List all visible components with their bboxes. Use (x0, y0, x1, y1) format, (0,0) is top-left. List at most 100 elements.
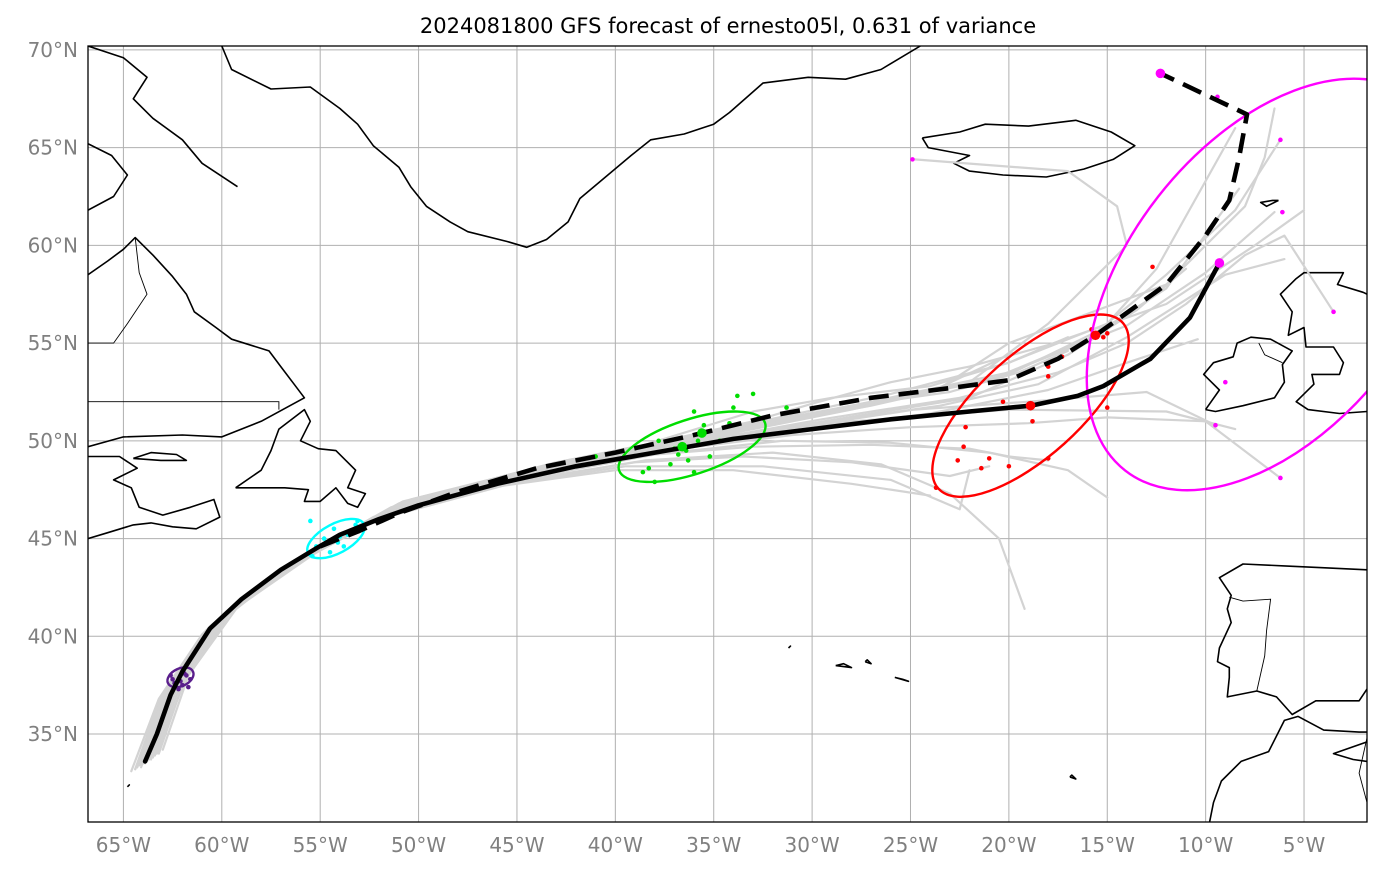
ensemble-point (1000, 399, 1006, 405)
y-tick-label: 45°N (28, 527, 78, 551)
x-tick-label: 15°W (1080, 833, 1135, 857)
plot-frame (87, 45, 1368, 823)
ensemble-point (331, 526, 337, 532)
ensemble-point (731, 405, 736, 410)
coastline (88, 142, 129, 211)
ensemble-point (1104, 331, 1110, 336)
ensemble-point (1006, 463, 1012, 469)
ensemble-point (961, 444, 966, 450)
track-marker (1214, 258, 1225, 268)
track-marker (1155, 68, 1166, 79)
track-marker (697, 428, 707, 438)
coastline (88, 236, 306, 448)
coastline (787, 645, 792, 649)
y-tick-label: 70°N (28, 38, 78, 62)
coastline (221, 46, 921, 249)
x-tick-label: 40°W (588, 833, 643, 857)
ensemble-point (1104, 405, 1110, 410)
ensemble-point (1150, 264, 1155, 270)
x-tick-label: 50°W (391, 833, 446, 857)
coastline (835, 662, 853, 669)
ensemble-point (707, 454, 713, 459)
ensemble-point (327, 549, 333, 555)
coastlines (88, 46, 1367, 822)
ensemble-point (1278, 475, 1283, 481)
coastline (1332, 741, 1367, 763)
ensemble-point (640, 469, 646, 475)
track-marker (677, 441, 688, 452)
ensemble-point (170, 677, 175, 682)
ensemble-point (910, 157, 915, 162)
coastline (921, 119, 1136, 178)
forecast-tracks (142, 68, 1250, 764)
coastline (864, 659, 872, 665)
ensemble-point (955, 458, 961, 463)
y-tick-label: 60°N (28, 233, 78, 257)
ensemble-point (750, 391, 756, 397)
ensemble-point (321, 536, 327, 541)
ensemble-point (1213, 422, 1218, 428)
y-tick-label: 55°N (28, 331, 78, 355)
ensemble-point (1223, 379, 1228, 385)
coastline (1202, 336, 1293, 413)
ensemble-point (1280, 209, 1285, 215)
x-tick-label: 10°W (1178, 833, 1233, 857)
x-axis-ticks: 65°W 60°W 55°W 50°W 45°W 40°W 35°W 30°W 25°W 20°W… (96, 833, 1326, 857)
ensemble-point (986, 456, 992, 461)
y-tick-label: 50°N (28, 429, 78, 453)
border-line (88, 401, 280, 410)
x-tick-label: 30°W (784, 833, 839, 857)
ensemble-point (656, 438, 661, 444)
x-tick-label: 35°W (686, 833, 741, 857)
ensemble-point (668, 461, 673, 467)
coastline (235, 408, 367, 509)
uncertainty-ellipse (931, 313, 1130, 498)
track-marker (1025, 400, 1036, 411)
coastline (894, 676, 910, 683)
x-tick-label: 55°W (293, 833, 348, 857)
border-line (1229, 596, 1272, 692)
ensemble-point (676, 452, 681, 457)
x-tick-label: 5°W (1283, 833, 1326, 857)
ensemble-point (646, 465, 652, 471)
gridlines (88, 46, 1367, 822)
ensemble-point (691, 409, 697, 414)
ensemble-point (695, 438, 701, 444)
track-marker (1090, 330, 1101, 341)
border-line (1258, 342, 1283, 364)
border-line (88, 237, 148, 344)
x-tick-label: 25°W (883, 833, 938, 857)
coastline (88, 46, 238, 188)
coastline (126, 784, 131, 788)
ensemble-point (784, 405, 789, 410)
ensemble-point (685, 458, 691, 463)
ensemble-point (735, 393, 740, 399)
ensemble-point (701, 422, 707, 428)
ensemble-point (186, 684, 191, 690)
consensus-forecast-track (319, 71, 1250, 549)
chart-title: 2024081800 GFS forecast of ernesto05l, 0… (420, 14, 1036, 38)
coastline (1279, 271, 1367, 415)
coastline (1216, 563, 1367, 716)
ensemble-point (963, 424, 968, 430)
coastline (88, 455, 221, 540)
y-tick-label: 35°N (28, 722, 78, 746)
ensemble-point (1030, 418, 1035, 424)
main-forecast-track (142, 260, 1222, 764)
y-tick-label: 65°N (28, 136, 78, 160)
x-tick-label: 65°W (96, 833, 151, 857)
border-line (1358, 737, 1367, 803)
ensemble-positions (168, 71, 1336, 692)
ensemble-point (341, 544, 347, 549)
ensemble-point (308, 518, 313, 524)
x-tick-label: 45°W (489, 833, 544, 857)
coastline (1208, 715, 1367, 822)
ensemble-point (1101, 334, 1106, 340)
y-axis-ticks: 35°N 40°N 45°N 50°N 55°N 60°N 65°N 70°N (28, 38, 78, 746)
ensemble-point (1045, 374, 1051, 379)
ensemble-point (979, 465, 984, 471)
uncertainty-ellipse (1085, 77, 1367, 492)
uncertainty-ellipse (617, 410, 767, 484)
